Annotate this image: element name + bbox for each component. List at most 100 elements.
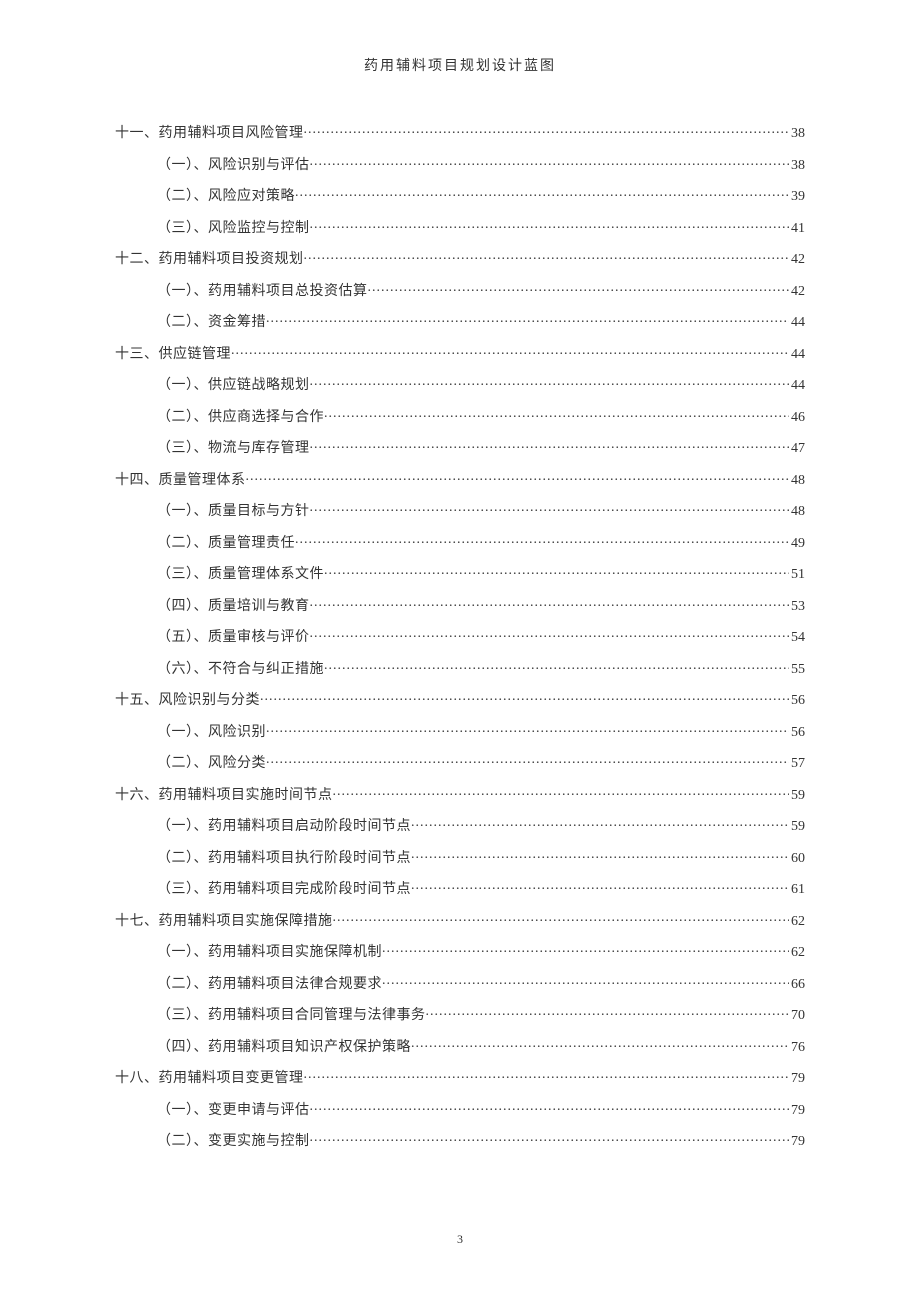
toc-entry-label: （二）、资金筹措 [157,316,266,330]
toc-entry-label: 十四、质量管理体系 [115,474,246,488]
toc-entry-label: （一）、供应链战略规划 [157,379,310,393]
table-of-contents: 十一、药用辅料项目风险管理 38 （一）、风险识别与评估 38 （二）、风险应对策略 39… [115,123,805,1149]
toc-dots-leader [411,848,789,862]
document-header-title: 药用辅料项目规划设计蓝图 [115,55,805,75]
toc-dots-leader [382,942,789,956]
toc-entry-page: 51 [789,568,805,582]
toc-entry-label: （一）、药用辅料项目总投资估算 [157,285,368,299]
toc-dots-leader [411,879,789,893]
toc-dots-leader [260,690,789,704]
toc-dots-leader [382,974,789,988]
toc-dots-leader [304,123,790,137]
toc-dots-leader [304,1068,790,1082]
toc-dots-leader [310,438,790,452]
toc-entry-page: 79 [789,1072,805,1086]
toc-dots-leader [304,249,790,263]
toc-entry-page: 44 [789,348,805,362]
toc-entry-page: 60 [789,852,805,866]
toc-dots-leader [295,186,789,200]
toc-entry-page: 56 [789,726,805,740]
toc-entry: 十八、药用辅料项目变更管理79 [115,1068,805,1086]
toc-entry-page: 44 [789,316,805,330]
toc-entry: （一）、风险识别 56 [115,722,805,740]
toc-entry-page: 44 [789,379,805,393]
toc-entry-page: 42 [789,285,805,299]
toc-entry: （一）、药用辅料项目实施保障机制62 [115,942,805,960]
toc-entry-label: （二）、药用辅料项目执行阶段时间节点 [157,852,411,866]
toc-entry-label: （四）、质量培训与教育 [157,600,310,614]
toc-entry-page: 57 [789,757,805,771]
toc-dots-leader [266,312,789,326]
toc-entry-page: 39 [789,190,805,204]
toc-entry-label: （二）、风险应对策略 [157,190,295,204]
toc-dots-leader [310,596,790,610]
toc-entry-page: 48 [789,474,805,488]
toc-entry: （一）、药用辅料项目总投资估算 42 [115,281,805,299]
toc-entry: （二）、药用辅料项目执行阶段时间节点 60 [115,848,805,866]
toc-entry-label: （三）、药用辅料项目合同管理与法律事务 [157,1009,426,1023]
toc-entry: （一）、供应链战略规划 44 [115,375,805,393]
toc-dots-leader [324,659,789,673]
toc-entry: 十六、药用辅料项目实施时间节点59 [115,785,805,803]
toc-entry-label: （一）、药用辅料项目启动阶段时间节点 [157,820,411,834]
toc-dots-leader [333,785,790,799]
toc-entry-label: （一）、变更申请与评估 [157,1104,310,1118]
toc-entry-label: （一）、质量目标与方针 [157,505,310,519]
toc-entry-label: （二）、供应商选择与合作 [157,411,324,425]
toc-entry: （四）、质量培训与教育53 [115,596,805,614]
toc-entry-page: 42 [789,253,805,267]
toc-entry-page: 41 [789,222,805,236]
toc-entry: （二）、风险分类 57 [115,753,805,771]
toc-entry-label: 十一、药用辅料项目风险管理 [115,127,304,141]
toc-entry-label: （三）、物流与库存管理 [157,442,310,456]
toc-entry-label: （五）、质量审核与评价 [157,631,310,645]
toc-entry-label: （三）、质量管理体系文件 [157,568,324,582]
toc-entry-page: 38 [789,159,805,173]
toc-dots-leader [246,470,790,484]
toc-entry-page: 47 [789,442,805,456]
toc-entry-page: 76 [789,1041,805,1055]
toc-entry-page: 48 [789,505,805,519]
toc-entry-page: 56 [789,694,805,708]
toc-entry: （四）、药用辅料项目知识产权保护策略76 [115,1037,805,1055]
toc-dots-leader [310,375,790,389]
toc-entry-label: （一）、风险识别 [157,726,266,740]
toc-entry: （三）、药用辅料项目完成阶段时间节点61 [115,879,805,897]
toc-dots-leader [411,816,789,830]
toc-entry: （三）、药用辅料项目合同管理与法律事务 70 [115,1005,805,1023]
toc-entry: 十五、风险识别与分类56 [115,690,805,708]
toc-dots-leader [333,911,790,925]
toc-entry-page: 38 [789,127,805,141]
toc-entry: （五）、质量审核与评价54 [115,627,805,645]
toc-entry: （三）、物流与库存管理 47 [115,438,805,456]
toc-entry: （一）、质量目标与方针 48 [115,501,805,519]
toc-dots-leader [310,627,790,641]
toc-entry-page: 62 [789,946,805,960]
toc-entry-page: 55 [789,663,805,677]
toc-entry-page: 79 [789,1104,805,1118]
toc-entry: 十七、药用辅料项目实施保障措施62 [115,911,805,929]
toc-entry: （一）、变更申请与评估 79 [115,1100,805,1118]
toc-entry: （六）、不符合与纠正措施55 [115,659,805,677]
toc-entry-page: 49 [789,537,805,551]
toc-entry-page: 59 [789,820,805,834]
toc-entry-label: （二）、风险分类 [157,757,266,771]
toc-entry: （二）、药用辅料项目法律合规要求66 [115,974,805,992]
toc-dots-leader [310,1131,790,1145]
toc-entry: （一）、风险识别与评估 38 [115,155,805,173]
toc-dots-leader [411,1037,789,1051]
toc-entry-label: 十二、药用辅料项目投资规划 [115,253,304,267]
toc-dots-leader [310,501,790,515]
page-number: 3 [0,1232,920,1247]
toc-entry: （二）、资金筹措 44 [115,312,805,330]
toc-entry-label: （三）、风险监控与控制 [157,222,310,236]
toc-entry-page: 70 [789,1009,805,1023]
toc-dots-leader [310,218,790,232]
toc-entry-label: （一）、风险识别与评估 [157,159,310,173]
toc-entry-page: 61 [789,883,805,897]
toc-entry: （二）、质量管理责任49 [115,533,805,551]
toc-entry-label: （二）、药用辅料项目法律合规要求 [157,978,382,992]
toc-entry: （一）、药用辅料项目启动阶段时间节点 59 [115,816,805,834]
toc-dots-leader [266,722,789,736]
toc-entry-page: 46 [789,411,805,425]
